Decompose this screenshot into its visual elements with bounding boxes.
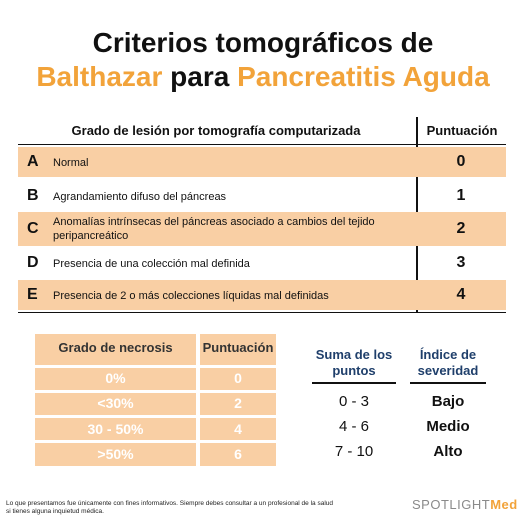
severity-header-rule xyxy=(312,382,396,384)
main-table-bottom-rule xyxy=(18,312,506,313)
main-table-row-b: B Agrandamiento difuso del páncreas 1 xyxy=(18,181,506,211)
row-description: Presencia de 2 o más colecciones líquida… xyxy=(53,290,329,302)
row-letter: D xyxy=(27,254,39,271)
main-table-row-a: A Normal 0 xyxy=(18,147,506,177)
disclaimer: Lo que presentamos fue únicamente con fi… xyxy=(6,500,333,515)
necrosis-header-grade: Grado de necrosis xyxy=(58,340,173,355)
necrosis-grade: >50% xyxy=(97,446,134,462)
row-letter: E xyxy=(27,286,38,303)
row-score: 2 xyxy=(456,220,466,237)
necrosis-table-rule xyxy=(35,390,276,393)
severity-level: Alto xyxy=(433,443,463,460)
logo-part-1: SPOTLIGHT xyxy=(412,497,491,512)
title-condition: Pancreatitis Aguda xyxy=(237,61,490,92)
row-score: 4 xyxy=(456,286,466,303)
necrosis-score: 2 xyxy=(234,395,242,411)
severity-level: Bajo xyxy=(431,393,465,410)
main-table-row-e: E Presencia de 2 o más colecciones líqui… xyxy=(18,280,506,310)
title-line-2: Balthazar para Pancreatitis Aguda xyxy=(0,61,526,93)
main-table-header-rule xyxy=(18,144,506,145)
row-description: Agrandamiento difuso del páncreas xyxy=(53,191,227,203)
row-letter: C xyxy=(27,220,39,237)
title-connector: para xyxy=(170,61,230,92)
row-description: Presencia de una colección mal definida xyxy=(53,258,250,270)
necrosis-table: Grado de necrosis Puntuación 0% 0 <30% 2… xyxy=(35,334,276,466)
row-letter: B xyxy=(27,187,39,204)
title-line-1: Criterios tomográficos de xyxy=(92,27,434,58)
severity-level: Medio xyxy=(426,418,470,435)
row-score: 3 xyxy=(456,254,466,271)
necrosis-header-score: Puntuación xyxy=(202,340,274,355)
necrosis-table-rule xyxy=(35,415,276,418)
necrosis-grade: 0% xyxy=(105,370,126,386)
row-description: Anomalías intrínsecas del páncreas asoci… xyxy=(53,216,375,242)
necrosis-score: 6 xyxy=(234,446,242,462)
row-score: 0 xyxy=(456,153,466,170)
necrosis-score: 0 xyxy=(234,370,242,386)
severity-header-rule xyxy=(410,382,486,384)
necrosis-table-rule xyxy=(35,440,276,443)
main-table-header-score: Puntuación xyxy=(426,123,498,138)
severity-header-index: Índice de severidad xyxy=(417,347,479,378)
spotlightmed-logo: SPOTLIGHTMed xyxy=(412,497,518,512)
severity-range: 0 - 3 xyxy=(338,393,369,410)
necrosis-table-divider xyxy=(196,334,200,466)
necrosis-table-rule xyxy=(35,365,276,368)
row-letter: A xyxy=(27,153,39,170)
severity-range: 4 - 6 xyxy=(338,418,369,435)
necrosis-grade: <30% xyxy=(97,395,134,411)
necrosis-grade: 30 - 50% xyxy=(87,421,144,437)
main-table-header-grade: Grado de lesión por tomografía computari… xyxy=(71,123,361,138)
severity-range: 7 - 10 xyxy=(334,443,374,460)
main-table-row-c: C Anomalías intrínsecas del páncreas aso… xyxy=(18,212,506,246)
necrosis-score: 4 xyxy=(234,421,242,437)
row-description: Normal xyxy=(53,157,89,169)
row-score: 1 xyxy=(456,187,466,204)
logo-part-2: Med xyxy=(490,497,518,512)
title-name: Balthazar xyxy=(36,61,163,92)
main-table-row-d: D Presencia de una colección mal definid… xyxy=(18,248,506,278)
severity-header-sum: Suma de los puntos xyxy=(315,347,393,378)
